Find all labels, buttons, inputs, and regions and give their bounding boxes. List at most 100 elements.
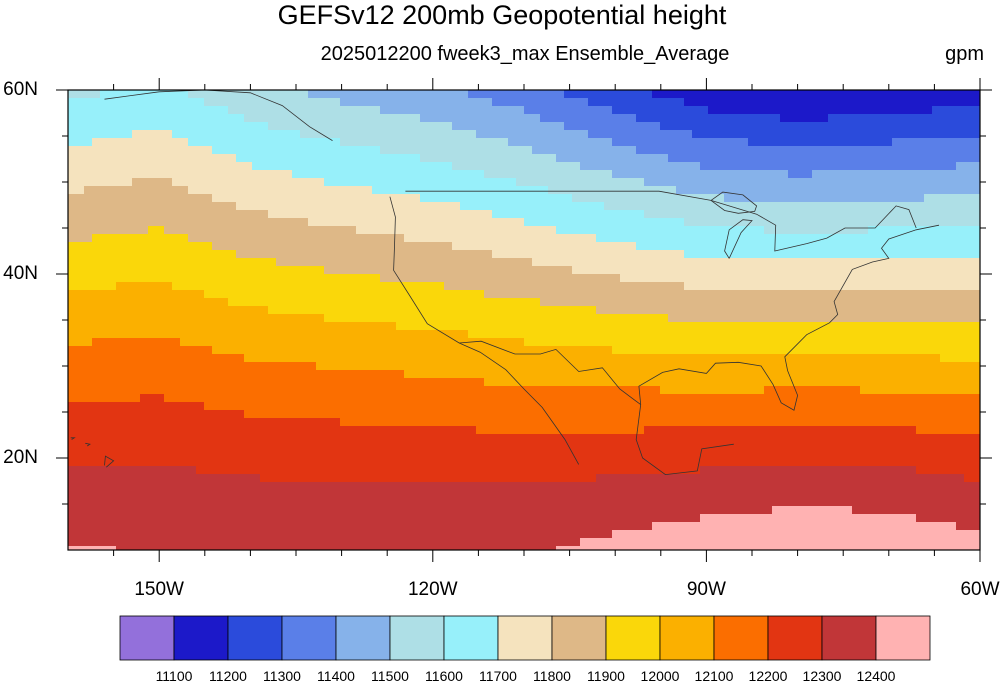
contour-cell [660,314,669,323]
contour-cell [468,346,477,355]
contour-cell [124,170,133,179]
contour-cell [668,90,677,99]
contour-cell [628,130,637,139]
contour-cell [620,138,629,147]
contour-cell [732,106,741,115]
contour-cell [404,450,413,459]
contour-cell [564,130,573,139]
contour-cell [436,466,445,475]
contour-cell [100,386,109,395]
contour-cell [500,394,509,403]
contour-cell [340,482,349,491]
contour-cell [620,426,629,435]
contour-cell [244,274,253,283]
contour-cell [428,330,437,339]
contour-cell [708,386,717,395]
contour-cell [500,498,509,507]
contour-cell [244,458,253,467]
contour-cell [620,114,629,123]
contour-cell [396,482,405,491]
contour-cell [340,98,349,107]
contour-cell [356,538,365,547]
contour-cell [444,362,453,371]
contour-cell [580,178,589,187]
contour-cell [524,338,533,347]
contour-cell [572,434,581,443]
contour-cell [516,442,525,451]
contour-cell [196,282,205,291]
contour-cell [732,250,741,259]
contour-cell [92,234,101,243]
contour-cell [604,522,613,531]
contour-cell [660,266,669,275]
contour-cell [652,314,661,323]
contour-cell [412,130,421,139]
contour-cell [220,490,229,499]
contour-cell [708,498,717,507]
contour-cell [324,290,333,299]
contour-cell [316,474,325,483]
contour-cell [612,522,621,531]
contour-cell [132,322,141,331]
contour-cell [476,306,485,315]
contour-cell [316,90,325,99]
contour-cell [172,162,181,171]
contour-cell [308,354,317,363]
contour-cell [740,202,749,211]
contour-cell [564,418,573,427]
contour-cell [676,522,685,531]
contour-cell [188,490,197,499]
contour-cell [340,178,349,187]
contour-cell [220,410,229,419]
contour-cell [428,346,437,355]
contour-cell [364,490,373,499]
contour-cell [268,306,277,315]
contour-cell [228,210,237,219]
contour-cell [292,218,301,227]
contour-cell [300,186,309,195]
contour-cell [492,162,501,171]
contour-cell [420,146,429,155]
contour-cell [436,234,445,243]
contour-cell [532,162,541,171]
contour-cell [540,178,549,187]
contour-cell [396,186,405,195]
contour-cell [740,306,749,315]
contour-cell [604,162,613,171]
contour-cell [340,162,349,171]
contour-cell [180,194,189,203]
contour-cell [500,546,509,550]
contour-cell [612,298,621,307]
contour-cell [692,306,701,315]
contour-cell [732,258,741,267]
contour-cell [188,546,197,550]
contour-cell [716,218,725,227]
contour-cell [468,322,477,331]
contour-cell [172,434,181,443]
contour-cell [612,218,621,227]
contour-cell [652,546,661,550]
contour-cell [84,258,93,267]
contour-cell [564,210,573,219]
contour-cell [716,242,725,251]
contour-cell [676,386,685,395]
contour-cell [124,538,133,547]
contour-cell [388,186,397,195]
contour-cell [484,370,493,379]
contour-cell [740,138,749,147]
contour-cell [660,482,669,491]
contour-cell [116,466,125,475]
contour-cell [396,354,405,363]
contour-cell [252,546,261,550]
contour-cell [356,170,365,179]
contour-cell [516,242,525,251]
contour-cell [604,274,613,283]
contour-cell [684,442,693,451]
contour-cell [556,114,565,123]
contour-cell [644,178,653,187]
contour-cell [116,178,125,187]
contour-cell [308,322,317,331]
contour-cell [532,98,541,107]
contour-cell [684,330,693,339]
contour-cell [732,290,741,299]
